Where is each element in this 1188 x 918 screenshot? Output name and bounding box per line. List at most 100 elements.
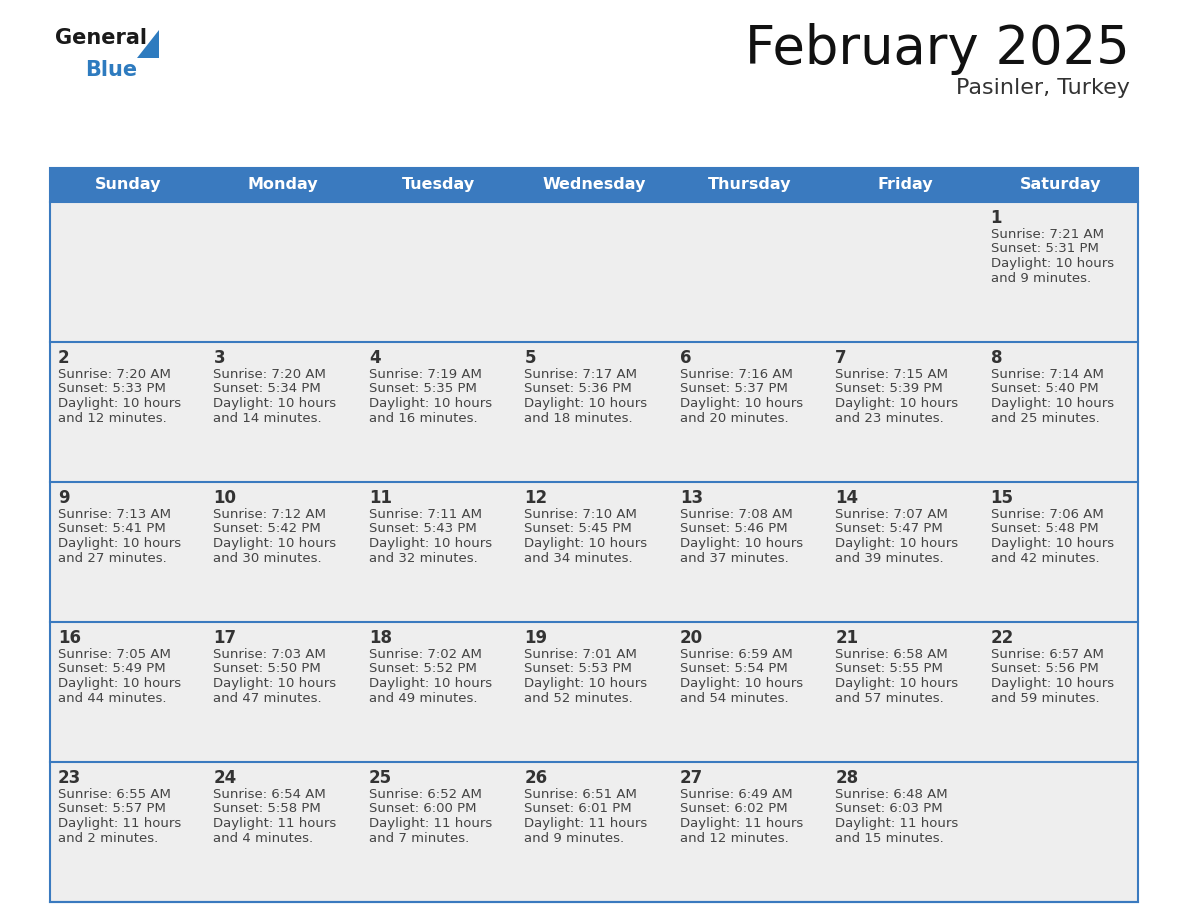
Text: Daylight: 11 hours: Daylight: 11 hours — [368, 817, 492, 830]
Text: Daylight: 10 hours: Daylight: 10 hours — [524, 677, 647, 690]
Text: and 23 minutes.: and 23 minutes. — [835, 411, 944, 424]
Polygon shape — [137, 30, 159, 58]
Text: and 18 minutes.: and 18 minutes. — [524, 411, 633, 424]
Text: and 20 minutes.: and 20 minutes. — [680, 411, 789, 424]
Bar — [50, 342, 206, 482]
Bar — [50, 622, 206, 762]
Bar — [50, 762, 206, 902]
Text: February 2025: February 2025 — [745, 23, 1130, 75]
Bar — [50, 482, 206, 622]
Text: Thursday: Thursday — [708, 177, 791, 193]
Text: Friday: Friday — [877, 177, 933, 193]
Text: Sunset: 6:02 PM: Sunset: 6:02 PM — [680, 802, 788, 815]
Text: Daylight: 10 hours: Daylight: 10 hours — [58, 397, 181, 410]
Text: and 16 minutes.: and 16 minutes. — [368, 411, 478, 424]
Text: and 52 minutes.: and 52 minutes. — [524, 691, 633, 704]
Text: and 12 minutes.: and 12 minutes. — [680, 832, 789, 845]
Text: Sunset: 5:57 PM: Sunset: 5:57 PM — [58, 802, 166, 815]
Text: 7: 7 — [835, 349, 847, 367]
Bar — [50, 168, 1138, 202]
Text: Sunset: 5:33 PM: Sunset: 5:33 PM — [58, 383, 166, 396]
Text: Daylight: 11 hours: Daylight: 11 hours — [58, 817, 182, 830]
Text: Daylight: 10 hours: Daylight: 10 hours — [835, 677, 959, 690]
Text: Daylight: 11 hours: Daylight: 11 hours — [680, 817, 803, 830]
Text: Daylight: 10 hours: Daylight: 10 hours — [991, 537, 1113, 550]
Text: and 54 minutes.: and 54 minutes. — [680, 691, 789, 704]
Text: and 42 minutes.: and 42 minutes. — [991, 552, 1099, 565]
Text: Sunset: 5:58 PM: Sunset: 5:58 PM — [214, 802, 321, 815]
Bar — [982, 342, 1138, 482]
Text: Daylight: 10 hours: Daylight: 10 hours — [58, 677, 181, 690]
Text: 6: 6 — [680, 349, 691, 367]
Text: Sunset: 5:45 PM: Sunset: 5:45 PM — [524, 522, 632, 535]
Text: 2: 2 — [58, 349, 70, 367]
Bar — [206, 482, 361, 622]
Text: Sunset: 5:41 PM: Sunset: 5:41 PM — [58, 522, 166, 535]
Bar — [361, 482, 517, 622]
Text: 20: 20 — [680, 629, 703, 647]
Bar — [671, 342, 827, 482]
Text: Daylight: 11 hours: Daylight: 11 hours — [835, 817, 959, 830]
Text: and 39 minutes.: and 39 minutes. — [835, 552, 943, 565]
Bar — [206, 762, 361, 902]
Bar — [517, 202, 671, 342]
Text: Sunrise: 7:01 AM: Sunrise: 7:01 AM — [524, 648, 637, 661]
Text: Sunrise: 6:51 AM: Sunrise: 6:51 AM — [524, 788, 637, 801]
Text: Sunrise: 6:48 AM: Sunrise: 6:48 AM — [835, 788, 948, 801]
Text: Sunset: 6:00 PM: Sunset: 6:00 PM — [368, 802, 476, 815]
Text: Daylight: 10 hours: Daylight: 10 hours — [524, 397, 647, 410]
Text: Sunset: 5:43 PM: Sunset: 5:43 PM — [368, 522, 476, 535]
Text: Sunrise: 6:59 AM: Sunrise: 6:59 AM — [680, 648, 792, 661]
Text: Sunset: 5:31 PM: Sunset: 5:31 PM — [991, 242, 1099, 255]
Text: Sunrise: 7:21 AM: Sunrise: 7:21 AM — [991, 228, 1104, 241]
Text: Daylight: 10 hours: Daylight: 10 hours — [214, 537, 336, 550]
Bar — [827, 762, 982, 902]
Text: Sunrise: 7:03 AM: Sunrise: 7:03 AM — [214, 648, 327, 661]
Text: 25: 25 — [368, 769, 392, 787]
Text: 11: 11 — [368, 489, 392, 507]
Bar — [361, 622, 517, 762]
Bar — [982, 622, 1138, 762]
Text: and 37 minutes.: and 37 minutes. — [680, 552, 789, 565]
Text: Sunrise: 7:16 AM: Sunrise: 7:16 AM — [680, 368, 792, 381]
Text: and 14 minutes.: and 14 minutes. — [214, 411, 322, 424]
Text: Sunset: 5:47 PM: Sunset: 5:47 PM — [835, 522, 943, 535]
Text: Saturday: Saturday — [1019, 177, 1101, 193]
Text: and 9 minutes.: and 9 minutes. — [991, 272, 1091, 285]
Text: Daylight: 10 hours: Daylight: 10 hours — [680, 397, 803, 410]
Text: 17: 17 — [214, 629, 236, 647]
Text: and 15 minutes.: and 15 minutes. — [835, 832, 944, 845]
Text: Sunrise: 7:20 AM: Sunrise: 7:20 AM — [214, 368, 327, 381]
Text: Sunrise: 6:57 AM: Sunrise: 6:57 AM — [991, 648, 1104, 661]
Text: Daylight: 10 hours: Daylight: 10 hours — [524, 537, 647, 550]
Bar — [671, 762, 827, 902]
Bar — [206, 342, 361, 482]
Text: Sunset: 5:46 PM: Sunset: 5:46 PM — [680, 522, 788, 535]
Text: Daylight: 10 hours: Daylight: 10 hours — [58, 537, 181, 550]
Text: Daylight: 10 hours: Daylight: 10 hours — [214, 397, 336, 410]
Bar — [206, 202, 361, 342]
Text: Sunrise: 7:17 AM: Sunrise: 7:17 AM — [524, 368, 637, 381]
Text: Sunrise: 7:07 AM: Sunrise: 7:07 AM — [835, 508, 948, 521]
Text: 13: 13 — [680, 489, 703, 507]
Text: Sunset: 5:56 PM: Sunset: 5:56 PM — [991, 663, 1099, 676]
Text: 10: 10 — [214, 489, 236, 507]
Text: and 4 minutes.: and 4 minutes. — [214, 832, 314, 845]
Text: Sunrise: 6:52 AM: Sunrise: 6:52 AM — [368, 788, 481, 801]
Text: Sunrise: 6:55 AM: Sunrise: 6:55 AM — [58, 788, 171, 801]
Bar — [827, 202, 982, 342]
Text: Sunset: 6:01 PM: Sunset: 6:01 PM — [524, 802, 632, 815]
Text: Sunrise: 7:05 AM: Sunrise: 7:05 AM — [58, 648, 171, 661]
Text: Sunrise: 7:10 AM: Sunrise: 7:10 AM — [524, 508, 637, 521]
Bar — [361, 202, 517, 342]
Text: General: General — [55, 28, 147, 48]
Bar — [206, 622, 361, 762]
Bar — [982, 482, 1138, 622]
Text: Pasinler, Turkey: Pasinler, Turkey — [956, 78, 1130, 98]
Text: 23: 23 — [58, 769, 81, 787]
Text: Sunset: 5:48 PM: Sunset: 5:48 PM — [991, 522, 1098, 535]
Text: and 49 minutes.: and 49 minutes. — [368, 691, 478, 704]
Text: Sunset: 5:55 PM: Sunset: 5:55 PM — [835, 663, 943, 676]
Bar — [827, 342, 982, 482]
Text: and 47 minutes.: and 47 minutes. — [214, 691, 322, 704]
